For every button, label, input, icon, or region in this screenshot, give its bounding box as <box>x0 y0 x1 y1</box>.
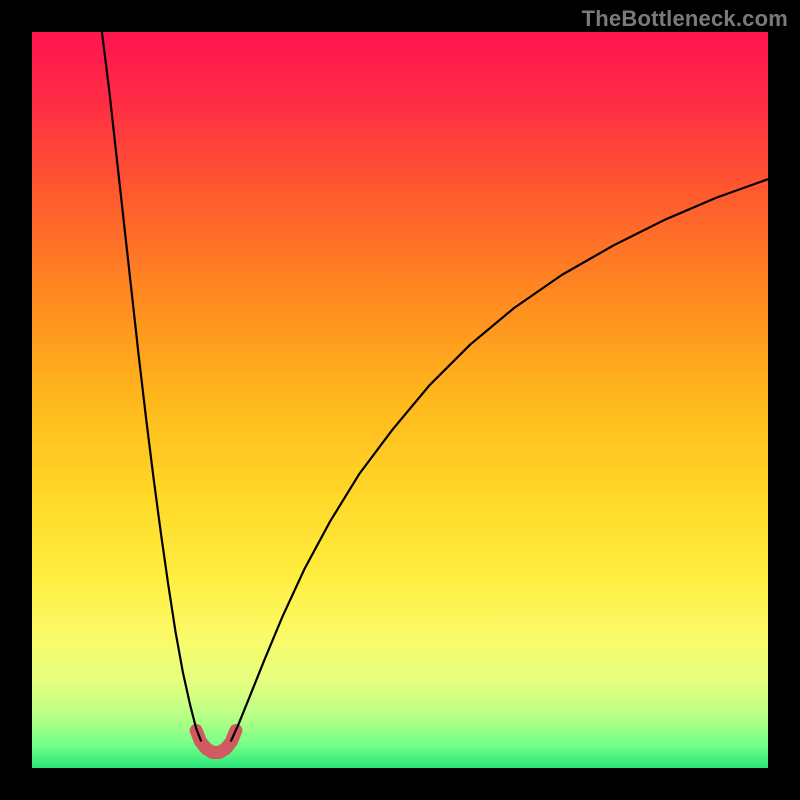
plot-area <box>32 32 768 768</box>
chart-container: TheBottleneck.com <box>0 0 800 800</box>
watermark-text: TheBottleneck.com <box>582 6 788 32</box>
gradient-background <box>32 32 768 768</box>
chart-svg <box>32 32 768 768</box>
